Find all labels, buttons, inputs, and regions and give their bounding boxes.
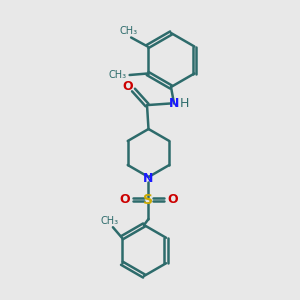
Text: CH₃: CH₃ bbox=[101, 216, 119, 226]
Text: O: O bbox=[119, 193, 130, 206]
Text: O: O bbox=[123, 80, 134, 94]
Text: CH₃: CH₃ bbox=[119, 26, 137, 36]
Text: S: S bbox=[143, 193, 154, 206]
Text: CH₃: CH₃ bbox=[109, 70, 127, 80]
Text: N: N bbox=[143, 172, 154, 185]
Text: N: N bbox=[169, 97, 179, 110]
Text: O: O bbox=[167, 193, 178, 206]
Text: H: H bbox=[180, 97, 189, 110]
